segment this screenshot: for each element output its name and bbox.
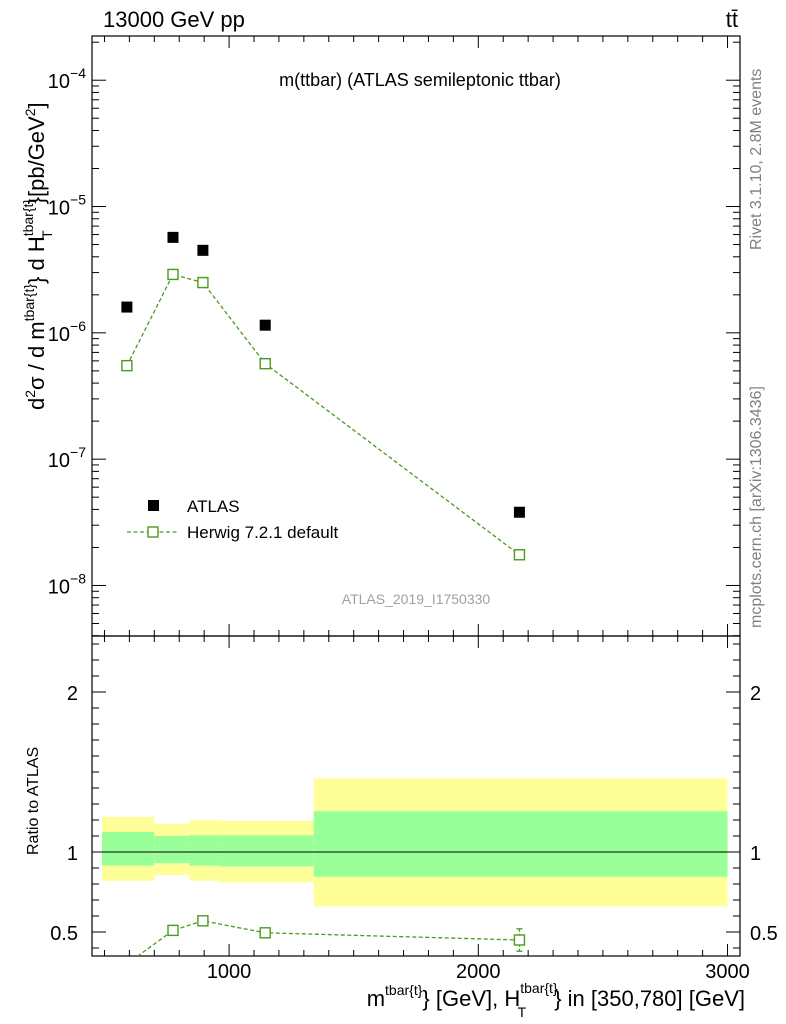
- plot-title: m(ttbar) (ATLAS semileptonic ttbar): [279, 70, 561, 90]
- ratio-y-tick-label-left: 2: [67, 683, 78, 705]
- y-tick-label: 10−7: [48, 444, 86, 472]
- legend: ATLAS Herwig 7.2.1 default: [127, 497, 338, 542]
- ratio-band-inner: [154, 836, 190, 864]
- legend-atlas-marker: [148, 500, 159, 511]
- ratio-y-tick-labels: 2 2 1 1 0.5 0.5: [50, 683, 778, 945]
- atlas-data-point: [259, 319, 271, 331]
- herwig-data-point: [259, 357, 271, 370]
- y-tick-label: 10−5: [48, 192, 86, 220]
- ratio-bands: [102, 778, 728, 907]
- main-y-tick-labels: 10−4 10−5 10−6 10−7 10−8: [48, 65, 86, 598]
- main-y-axis-label: d2σ / d mtbar{t}} d Htbar{t} T}[pb/GeV2]: [20, 102, 55, 410]
- herwig-series-ratio: [136, 915, 526, 956]
- atlas-data-point: [167, 231, 179, 243]
- legend-herwig-label: Herwig 7.2.1 default: [187, 523, 338, 542]
- ratio-y-tick-label-right: 1: [750, 843, 761, 865]
- ratio-y-tick-label-right: 0.5: [750, 923, 778, 945]
- ratio-plot-frame: [91, 635, 741, 957]
- atlas-data-point: [513, 506, 525, 518]
- side-label-top: Rivet 3.1.10, 2.8M events: [748, 69, 765, 250]
- atlas-data-point: [197, 244, 209, 256]
- herwig-ratio-point: [167, 924, 179, 937]
- ratio-y-tick-label-left: 1: [67, 843, 78, 865]
- atlas-series-main: [121, 231, 525, 518]
- herwig-line-ratio: [136, 920, 520, 956]
- y-tick-label: 10−8: [48, 570, 86, 598]
- header-left: 13000 GeV pp: [103, 7, 245, 32]
- herwig-data-point: [121, 359, 133, 372]
- legend-atlas-label: ATLAS: [187, 497, 240, 516]
- x-axis-label: mtbar{t}} [GeV], Htbar{t} T} in [350,780]…: [367, 980, 745, 1020]
- axis-ticks: [92, 36, 740, 956]
- herwig-ratio-point: [197, 915, 209, 927]
- herwig-line-main: [126, 273, 520, 556]
- ratio-y-axis-label: Ratio to ATLAS: [25, 747, 42, 855]
- herwig-ratio-point: [513, 934, 526, 946]
- y-tick-label: 10−4: [48, 65, 86, 93]
- x-tick-labels: 1000 2000 3000: [207, 961, 750, 983]
- atlas-data-point: [121, 301, 133, 313]
- herwig-data-point: [513, 549, 526, 561]
- ratio-band-inner: [102, 832, 155, 866]
- ratio-band-inner: [219, 835, 314, 867]
- herwig-data-point: [167, 268, 179, 281]
- main-plot-frame: [91, 35, 741, 637]
- ratio-band-inner: [313, 811, 728, 877]
- side-label-bottom: mcplots.cern.ch [arXiv:1306.3436]: [748, 386, 765, 628]
- x-tick-label: 3000: [705, 961, 750, 983]
- analysis-id: ATLAS_2019_I1750330: [342, 591, 491, 607]
- herwig-ratio-point: [259, 927, 271, 939]
- y-tick-label: 10−6: [48, 318, 86, 346]
- x-tick-label: 2000: [456, 961, 501, 983]
- header-right: tt̄: [726, 7, 738, 32]
- herwig-series-main: [121, 268, 526, 561]
- ratio-y-tick-label-left: 0.5: [50, 923, 78, 945]
- ratio-band-inner: [189, 835, 220, 866]
- ratio-y-tick-label-right: 2: [750, 683, 761, 705]
- legend-herwig-marker: [147, 526, 159, 538]
- herwig-data-point: [197, 276, 209, 289]
- x-tick-label: 1000: [207, 961, 252, 983]
